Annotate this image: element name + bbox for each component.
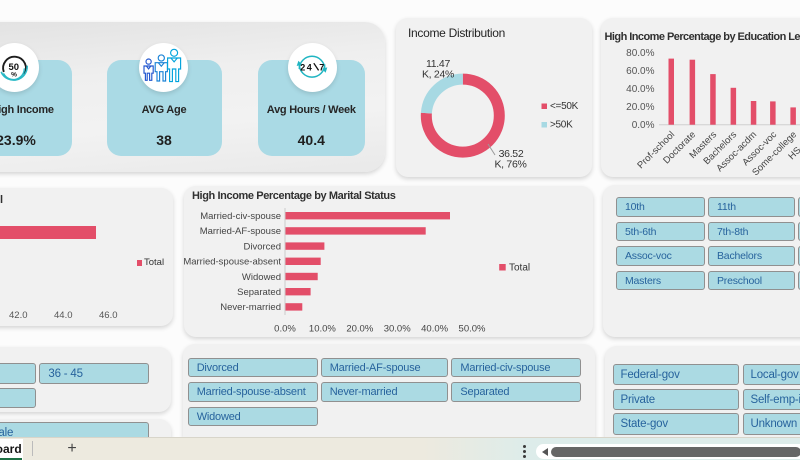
svg-text:20.0%: 20.0% (626, 102, 654, 113)
svg-text:Separated: Separated (237, 287, 281, 298)
svg-text:40.0%: 40.0% (626, 84, 654, 95)
svg-text:30.0%: 30.0% (384, 324, 411, 335)
svg-text:10.0%: 10.0% (309, 324, 336, 335)
svg-text:50.0%: 50.0% (459, 324, 486, 335)
svg-text:36.52: 36.52 (499, 148, 524, 160)
svg-text:Never-married: Never-married (220, 302, 281, 313)
svg-text:0.0%: 0.0% (274, 324, 296, 335)
svg-text:2: 2 (300, 62, 305, 72)
svg-text:Total: Total (509, 263, 530, 274)
svg-text:Married-civ-spouse: Married-civ-spouse (200, 211, 281, 222)
svg-text:4: 4 (306, 62, 311, 72)
svg-text:K, 76%: K, 76% (494, 159, 526, 171)
svg-text:7: 7 (319, 62, 324, 72)
svg-text:80.0%: 80.0% (626, 48, 654, 59)
svg-text:Married-AF-spouse: Married-AF-spouse (200, 226, 281, 237)
svg-text:Widowed: Widowed (242, 272, 281, 283)
svg-text:K, 24%: K, 24% (422, 69, 454, 81)
svg-text:Married-spouse-absent: Married-spouse-absent (184, 257, 281, 268)
svg-text:>50K: >50K (550, 120, 573, 131)
svg-text:50: 50 (8, 62, 19, 73)
svg-text:0.0%: 0.0% (631, 120, 654, 131)
svg-text:60.0%: 60.0% (626, 66, 654, 77)
svg-text:%: % (11, 71, 17, 78)
svg-text:11.47: 11.47 (426, 58, 450, 70)
svg-text:Divorced: Divorced (244, 241, 282, 252)
svg-text:40.0%: 40.0% (421, 324, 448, 335)
svg-text:20.0%: 20.0% (346, 324, 373, 335)
svg-text:<=50K: <=50K (550, 101, 579, 112)
